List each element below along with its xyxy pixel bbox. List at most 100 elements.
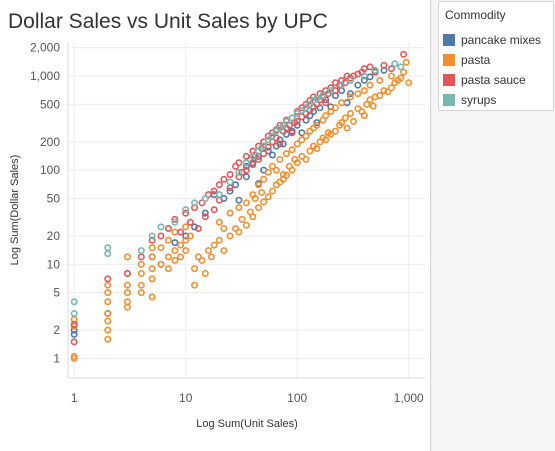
point-pasta-sauce[interactable] — [182, 209, 190, 217]
point-pasta-sauce[interactable] — [210, 187, 218, 195]
point-pasta[interactable] — [171, 228, 179, 236]
point-pasta[interactable] — [123, 253, 131, 261]
point-syrups[interactable] — [182, 206, 190, 214]
point-pasta[interactable] — [288, 146, 296, 154]
point-pasta[interactable] — [272, 166, 280, 174]
point-pasta-sauce[interactable] — [309, 93, 317, 101]
point-syrups[interactable] — [104, 250, 112, 258]
point-pasta[interactable] — [215, 236, 223, 244]
point-syrups[interactable] — [313, 94, 321, 102]
point-pasta[interactable] — [302, 132, 310, 140]
point-syrups[interactable] — [327, 87, 335, 95]
point-pasta[interactable] — [104, 326, 112, 334]
point-syrups[interactable] — [242, 159, 250, 167]
point-syrups[interactable] — [282, 117, 290, 125]
point-pancake-mixes[interactable] — [346, 90, 354, 98]
point-pasta[interactable] — [354, 90, 362, 98]
point-pasta[interactable] — [164, 265, 172, 273]
point-syrups[interactable] — [226, 178, 234, 186]
point-pancake-mixes[interactable] — [279, 140, 287, 148]
point-pasta[interactable] — [123, 281, 131, 289]
point-pasta[interactable] — [255, 181, 263, 189]
point-pasta-sauce[interactable] — [235, 159, 243, 167]
point-pasta-sauce[interactable] — [201, 213, 209, 221]
point-pasta-sauce[interactable] — [293, 117, 301, 125]
point-pasta[interactable] — [268, 162, 276, 170]
point-syrups[interactable] — [360, 72, 368, 80]
point-pasta[interactable] — [255, 204, 263, 212]
point-pasta-sauce[interactable] — [242, 166, 250, 174]
point-pasta[interactable] — [313, 144, 321, 152]
point-syrups[interactable] — [264, 136, 272, 144]
point-syrups[interactable] — [391, 60, 399, 68]
point-pasta-sauce[interactable] — [70, 338, 78, 346]
point-pasta-sauce[interactable] — [249, 160, 257, 168]
point-pasta[interactable] — [276, 155, 284, 163]
point-syrups[interactable] — [137, 247, 145, 255]
point-pasta[interactable] — [123, 303, 131, 311]
point-pasta[interactable] — [226, 232, 234, 240]
point-pasta-sauce[interactable] — [387, 65, 395, 73]
point-pasta-sauce[interactable] — [306, 96, 314, 104]
point-pasta[interactable] — [380, 87, 388, 95]
point-syrups[interactable] — [338, 81, 346, 89]
point-pasta[interactable] — [215, 218, 223, 226]
point-pasta-sauce[interactable] — [104, 275, 112, 283]
point-syrups[interactable] — [293, 110, 301, 118]
point-pasta[interactable] — [235, 228, 243, 236]
point-pancake-mixes[interactable] — [171, 239, 179, 247]
point-pancake-mixes[interactable] — [268, 151, 276, 159]
point-pasta[interactable] — [137, 281, 145, 289]
point-pasta[interactable] — [235, 204, 243, 212]
point-pasta[interactable] — [363, 100, 371, 108]
point-pasta[interactable] — [360, 87, 368, 95]
point-pasta[interactable] — [207, 253, 215, 261]
point-pasta-sauce[interactable] — [255, 155, 263, 163]
point-pasta[interactable] — [242, 199, 250, 207]
point-pasta-sauce[interactable] — [260, 150, 268, 158]
point-pasta[interactable] — [343, 124, 351, 132]
point-pancake-mixes[interactable] — [313, 119, 321, 127]
point-pasta[interactable] — [201, 269, 209, 277]
point-pasta-sauce[interactable] — [186, 218, 194, 226]
point-pasta-sauce[interactable] — [164, 225, 172, 233]
point-pasta[interactable] — [402, 58, 410, 66]
point-pasta[interactable] — [282, 150, 290, 158]
point-pasta[interactable] — [157, 260, 165, 268]
point-pasta[interactable] — [369, 102, 377, 110]
point-syrups[interactable] — [191, 199, 199, 207]
point-pancake-mixes[interactable] — [70, 330, 78, 338]
point-pasta-sauce[interactable] — [157, 232, 165, 240]
point-pasta-sauce[interactable] — [380, 61, 388, 69]
legend-item-pasta[interactable]: pasta — [443, 51, 490, 69]
point-pasta[interactable] — [148, 265, 156, 273]
point-pasta[interactable] — [164, 253, 172, 261]
point-pancake-mixes[interactable] — [302, 116, 310, 124]
point-pasta-sauce[interactable] — [171, 215, 179, 223]
point-pasta[interactable] — [298, 136, 306, 144]
point-syrups[interactable] — [70, 298, 78, 306]
point-syrups[interactable] — [268, 132, 276, 140]
point-pasta[interactable] — [182, 223, 190, 231]
point-pasta-sauce[interactable] — [215, 181, 223, 189]
legend-item-pancake-mixes[interactable]: pancake mixes — [443, 31, 541, 49]
point-pasta[interactable] — [302, 155, 310, 163]
point-syrups[interactable] — [235, 168, 243, 176]
point-pasta[interactable] — [171, 247, 179, 255]
point-pasta[interactable] — [327, 108, 335, 116]
point-pasta[interactable] — [242, 221, 250, 229]
point-pasta[interactable] — [177, 241, 185, 249]
point-pasta[interactable] — [220, 247, 228, 255]
point-pasta-sauce[interactable] — [137, 253, 145, 261]
point-pasta[interactable] — [346, 110, 354, 118]
point-pasta[interactable] — [148, 275, 156, 283]
point-pasta[interactable] — [137, 289, 145, 297]
point-pasta[interactable] — [191, 265, 199, 273]
point-syrups[interactable] — [70, 310, 78, 318]
point-pasta[interactable] — [376, 92, 384, 100]
point-pasta[interactable] — [282, 171, 290, 179]
point-syrups[interactable] — [288, 114, 296, 122]
point-pasta[interactable] — [123, 298, 131, 306]
point-pasta[interactable] — [171, 256, 179, 264]
point-pasta[interactable] — [293, 159, 301, 167]
